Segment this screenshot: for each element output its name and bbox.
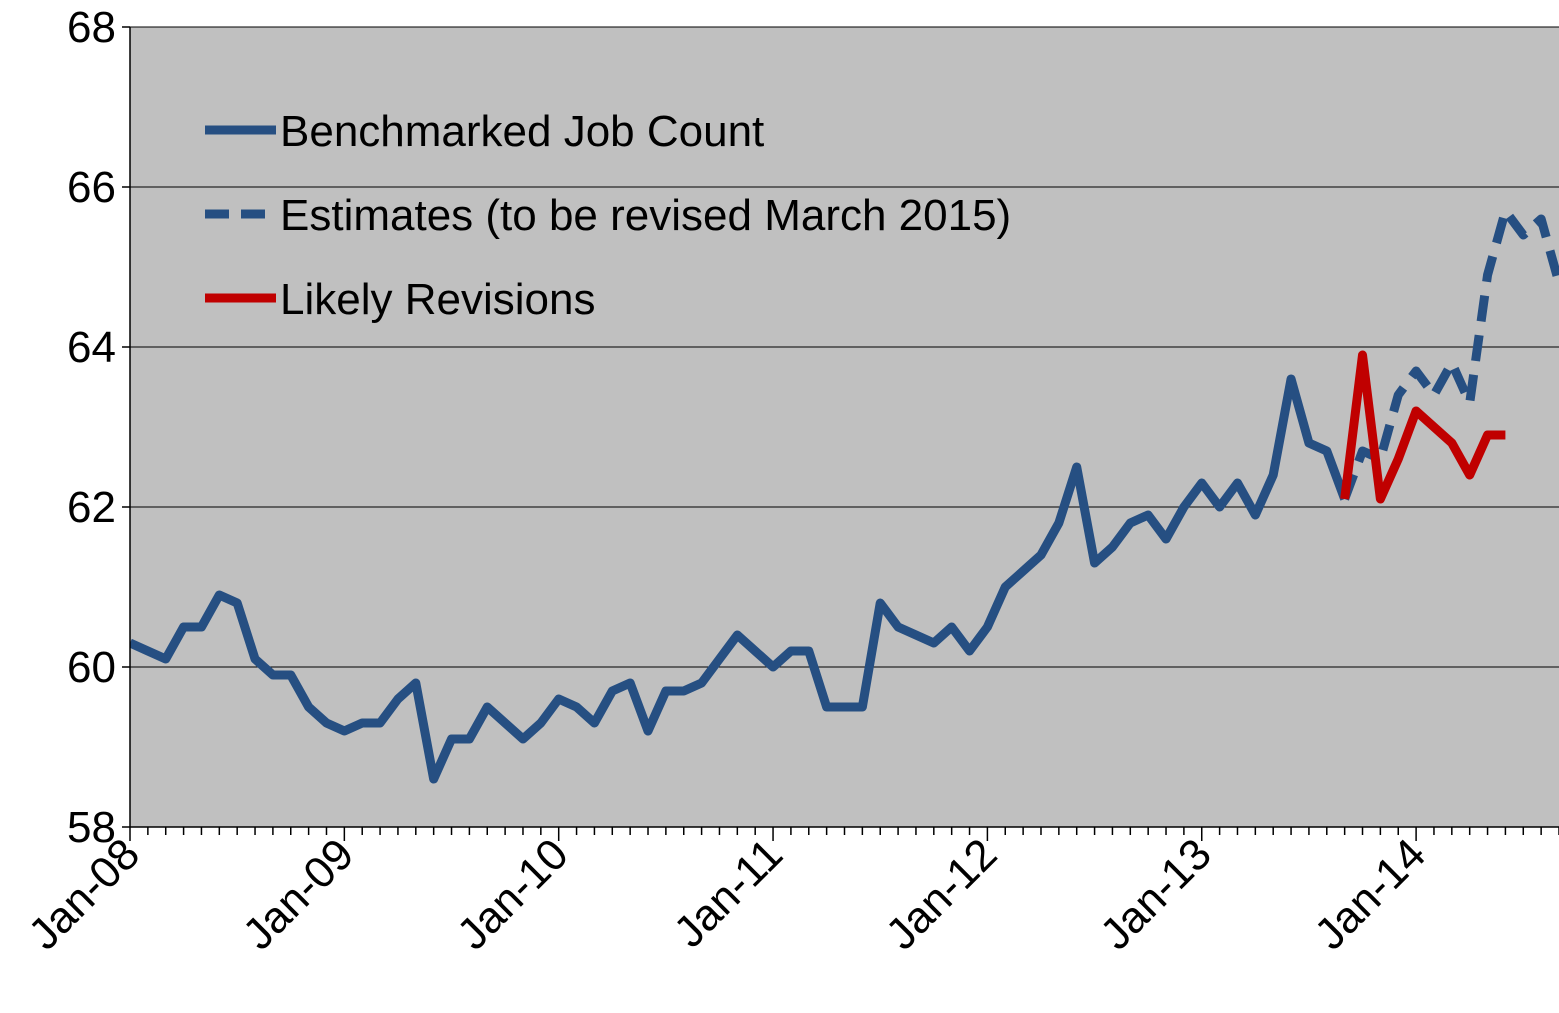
y-tick-label: 64 xyxy=(67,323,116,372)
x-tick-label: Jan-12 xyxy=(877,829,1007,959)
series-line xyxy=(130,374,1349,784)
legend-label: Likely Revisions xyxy=(280,275,595,324)
x-tick-label: Jan-10 xyxy=(448,829,578,959)
legend-label: Estimates (to be revised March 2015) xyxy=(280,191,1011,240)
y-tick-label: 68 xyxy=(67,3,116,52)
y-tick-label: 60 xyxy=(67,643,116,692)
series-line xyxy=(1340,206,1559,501)
x-tick-label: Jan-14 xyxy=(1305,829,1435,959)
plot-area xyxy=(130,27,1559,827)
series-line xyxy=(1340,350,1506,504)
y-tick-label: 66 xyxy=(67,163,116,212)
x-tick-label: Jan-11 xyxy=(665,829,792,956)
lines xyxy=(130,206,1559,784)
x-tick-label: Jan-09 xyxy=(234,829,364,959)
y-tick-label: 62 xyxy=(67,483,116,532)
legend-label: Benchmarked Job Count xyxy=(280,107,764,156)
legend: Benchmarked Job Count Estimates (to be re… xyxy=(205,107,1011,324)
x-tick-label: Jan-13 xyxy=(1091,829,1221,959)
y-tick-label: 58 xyxy=(67,803,116,852)
